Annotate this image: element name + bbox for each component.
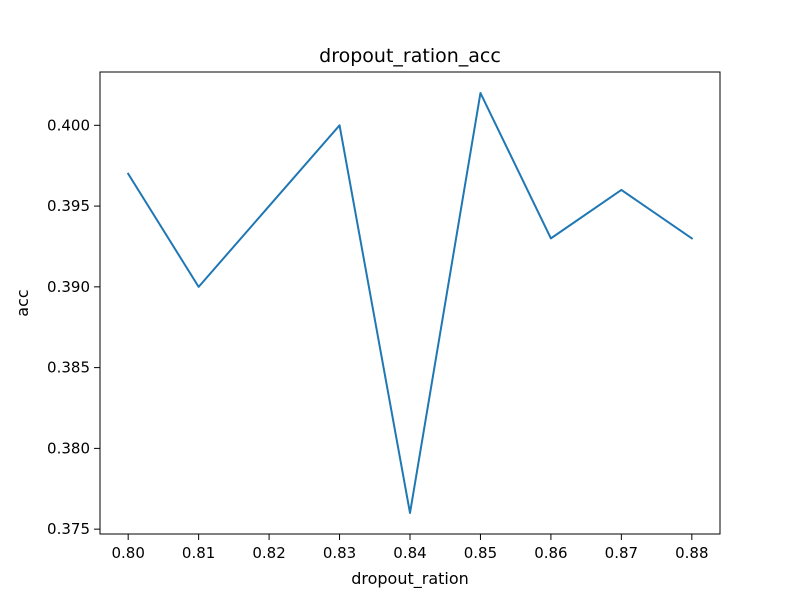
y-tick-label: 0.375	[47, 520, 90, 538]
y-tick-label: 0.395	[47, 197, 90, 215]
x-tick-label: 0.84	[393, 544, 426, 562]
y-tick-label: 0.400	[47, 116, 90, 134]
y-tick-label: 0.385	[47, 359, 90, 377]
chart-title: dropout_ration_acc	[319, 45, 501, 67]
x-tick-label: 0.81	[182, 544, 215, 562]
x-tick-label: 0.83	[323, 544, 356, 562]
x-tick-label: 0.87	[605, 544, 638, 562]
plot-area	[126, 92, 694, 514]
plot-frame	[99, 71, 721, 535]
y-tick-label: 0.380	[47, 439, 90, 457]
x-tick-label: 0.85	[464, 544, 497, 562]
x-axis-label: dropout_ration	[351, 569, 469, 589]
y-axis: 0.375 0.380 0.385 0.390 0.395 0.400	[47, 116, 100, 538]
x-tick-label: 0.88	[675, 544, 708, 562]
x-tick-label: 0.80	[111, 544, 144, 562]
x-tick-label: 0.86	[534, 544, 567, 562]
x-axis: 0.80 0.81 0.82 0.83 0.84 0.85 0.86 0.87 0.88	[111, 534, 709, 562]
y-tick-label: 0.390	[47, 278, 90, 296]
series-line	[126, 92, 694, 514]
y-axis-label: acc	[13, 289, 32, 316]
x-tick-label: 0.82	[252, 544, 285, 562]
